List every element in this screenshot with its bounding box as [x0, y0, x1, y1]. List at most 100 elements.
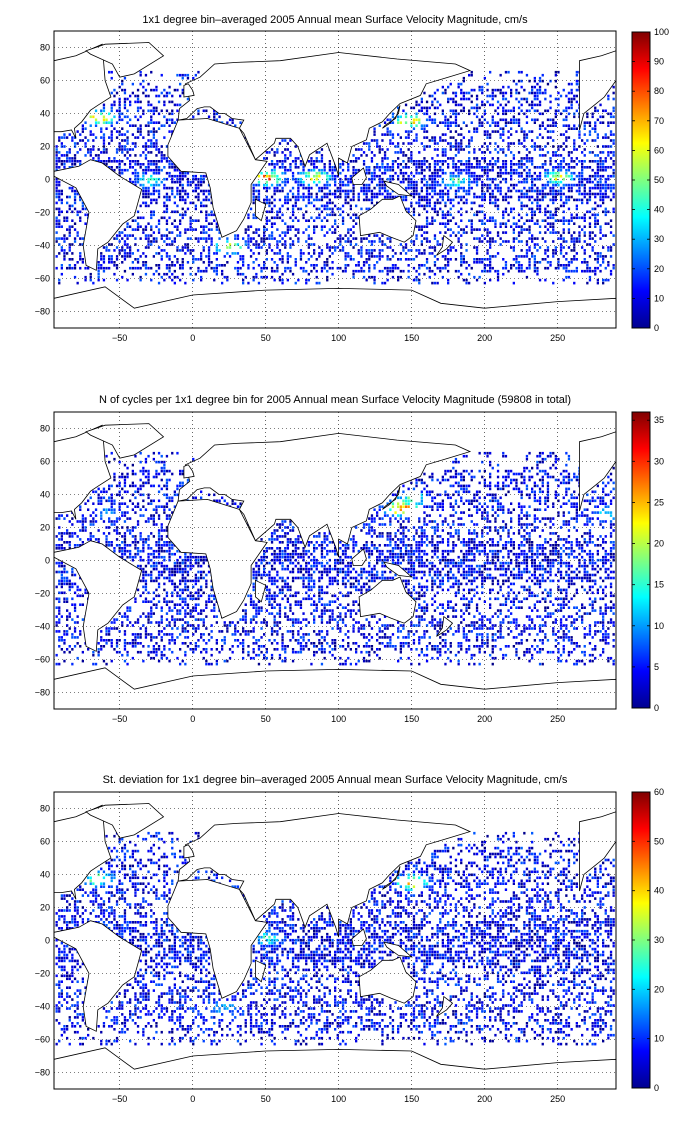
data-bin — [320, 269, 324, 273]
data-bin — [113, 94, 116, 98]
data-bin — [134, 177, 137, 181]
data-bin — [157, 219, 161, 222]
data-bin — [168, 166, 171, 169]
data-bin — [71, 204, 74, 208]
data-bin — [160, 653, 163, 657]
data-bin — [108, 255, 111, 258]
data-bin — [368, 171, 371, 175]
data-bin — [602, 201, 605, 205]
data-bin — [470, 70, 473, 74]
data-bin — [155, 163, 158, 166]
data-bin — [55, 201, 58, 205]
data-bin — [596, 109, 599, 113]
data-bin — [165, 228, 169, 231]
data-bin — [402, 142, 405, 145]
data-bin — [538, 133, 542, 136]
data-bin — [152, 192, 155, 196]
data-bin — [457, 201, 460, 205]
data-bin — [383, 183, 387, 187]
data-bin — [591, 237, 594, 240]
data-bin — [179, 662, 182, 666]
data-bin — [136, 222, 140, 225]
data-bin — [523, 139, 526, 142]
data-bin — [205, 650, 208, 654]
data-bin — [604, 213, 607, 217]
data-bin — [515, 258, 518, 261]
data-bin — [486, 145, 489, 148]
data-bin — [594, 252, 597, 255]
data-bin — [546, 639, 550, 642]
data-bin — [139, 166, 142, 169]
data-bin — [378, 258, 381, 261]
data-bin — [373, 154, 376, 157]
data-bin — [347, 177, 350, 181]
data-bin — [604, 278, 607, 282]
data-bin — [562, 148, 565, 151]
data-bin — [184, 642, 187, 645]
data-bin — [87, 151, 90, 154]
data-bin — [113, 261, 116, 264]
data-bin — [570, 639, 573, 642]
data-bin — [397, 258, 400, 261]
data-bin — [310, 168, 313, 172]
data-bin — [276, 160, 279, 163]
data-bin — [447, 281, 450, 285]
data-bin — [255, 189, 258, 193]
data-bin — [428, 145, 431, 148]
data-bin — [347, 237, 350, 240]
data-bin — [544, 207, 547, 211]
data-bin — [452, 145, 455, 148]
data-bin — [273, 261, 276, 264]
data-bin — [215, 222, 218, 225]
data-bin — [418, 225, 421, 228]
data-bin — [525, 219, 529, 222]
data-bin — [339, 243, 342, 246]
data-bin — [538, 127, 542, 130]
data-bin — [465, 225, 468, 228]
data-bin — [481, 222, 484, 225]
data-bin — [252, 195, 255, 199]
data-bin — [139, 177, 142, 181]
data-bin — [562, 183, 565, 187]
data-bin — [223, 636, 226, 639]
data-bin — [276, 183, 279, 187]
data-bin — [538, 639, 542, 642]
data-bin — [389, 192, 392, 196]
data-bin — [389, 269, 392, 273]
data-bin — [276, 264, 279, 267]
data-bin — [108, 112, 111, 116]
data-bin — [273, 269, 276, 273]
data-bin — [460, 103, 463, 107]
data-bin — [58, 219, 61, 222]
data-bin — [179, 171, 182, 175]
data-bin — [121, 246, 124, 249]
data-bin — [575, 213, 578, 217]
data-bin — [265, 252, 268, 255]
data-bin — [489, 94, 492, 98]
data-bin — [115, 237, 119, 240]
data-bin — [368, 234, 371, 237]
data-bin — [347, 195, 350, 199]
y-tick-label: 0 — [45, 175, 50, 185]
data-bin — [129, 154, 132, 157]
data-bin — [468, 142, 471, 145]
data-bin — [465, 198, 468, 202]
data-bin — [447, 121, 450, 124]
data-bin — [612, 121, 615, 124]
data-bin — [541, 186, 544, 190]
data-bin — [433, 207, 437, 211]
data-bin — [129, 234, 132, 237]
data-bin — [307, 252, 310, 255]
data-bin — [502, 151, 505, 154]
data-bin — [89, 151, 92, 154]
data-bin — [481, 183, 484, 187]
data-bin — [281, 166, 284, 169]
data-bin — [520, 109, 523, 113]
data-bin — [205, 219, 208, 222]
data-bin — [234, 252, 237, 255]
data-bin — [525, 255, 529, 258]
data-bin — [517, 266, 521, 270]
data-bin — [552, 186, 555, 190]
data-bin — [460, 142, 463, 145]
data-bin — [462, 163, 465, 166]
